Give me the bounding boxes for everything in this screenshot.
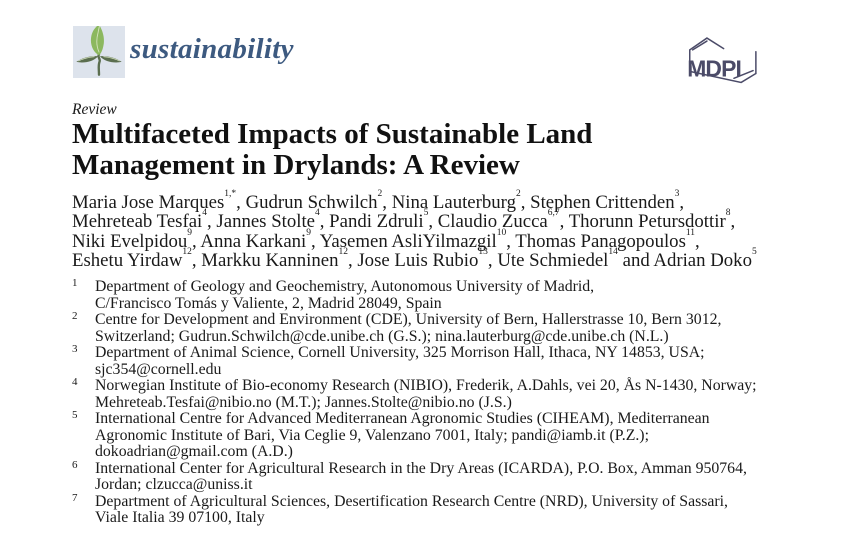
svg-text:MDPI: MDPI xyxy=(687,55,741,81)
